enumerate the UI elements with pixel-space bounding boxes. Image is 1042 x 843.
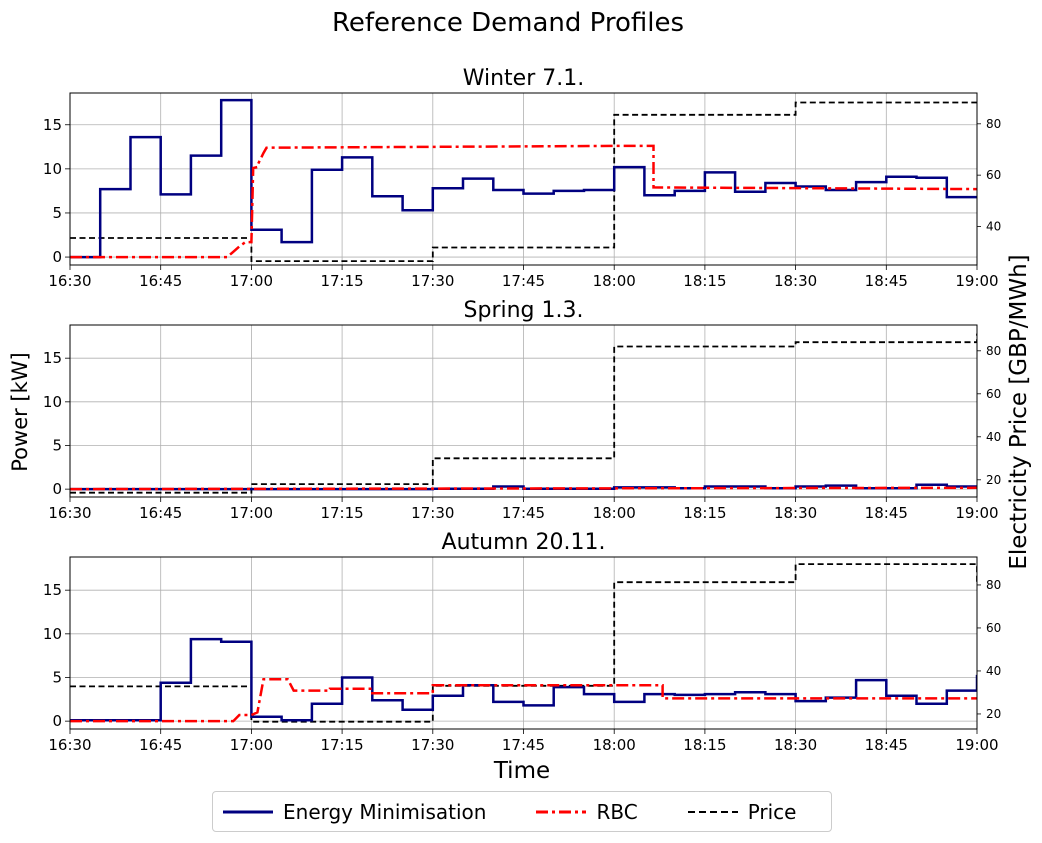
x-tick-label: 18:00 [593,736,636,754]
x-tick-label: 17:45 [502,272,545,290]
x-tick-label: 18:00 [593,272,636,290]
y-tick-label: 10 [43,160,62,178]
x-tick-label: 18:15 [683,272,726,290]
x-tick-label: 18:30 [774,736,817,754]
y2-tick-label: 80 [986,344,1001,358]
x-tick-label: 19:00 [955,272,998,290]
y2-tick-label: 20 [986,707,1001,721]
y-tick-label: 5 [52,436,62,454]
x-tick-label: 18:45 [865,504,908,522]
y-tick-label: 10 [43,393,62,411]
y2-tick-label: 60 [986,621,1001,635]
series-line-energy-minimisation [70,637,977,722]
x-tick-label: 19:00 [955,504,998,522]
legend: Energy Minimisation RBC Price [212,791,832,832]
series-line-rbc [70,677,977,723]
series-group [70,98,977,262]
y-axis-label-left: Power [kW] [8,352,32,471]
legend-item-rbc: RBC [536,799,638,824]
y-tick-label: 5 [52,204,62,222]
series-line-energy-minimisation [70,98,977,259]
subplot-title: Spring 1.3. [464,298,584,323]
x-tick-label: 17:15 [320,736,363,754]
y2-tick-label: 40 [986,664,1001,678]
x-tick-label: 17:45 [502,736,545,754]
y2-tick-label: 80 [986,117,1001,131]
legend-label: Energy Minimisation [283,799,487,824]
y-tick-label: 15 [43,581,62,599]
legend-swatch-dashed [687,810,738,813]
x-tick-label: 16:30 [48,272,91,290]
y-tick-label: 0 [52,712,62,730]
y-tick-label: 0 [52,480,62,498]
legend-swatch-dashdot [536,810,587,813]
x-tick-label: 16:30 [48,736,91,754]
series-line-rbc [70,486,977,491]
y2-tick-label: 60 [986,387,1001,401]
series-group [70,563,977,723]
plot-frame [69,556,978,730]
y-tick-label: 15 [43,349,62,367]
legend-swatch-solid [223,810,273,813]
x-tick-label: 17:15 [320,504,363,522]
x-axis-label: Time [493,758,550,784]
x-tick-label: 17:15 [320,272,363,290]
x-tick-label: 18:45 [865,736,908,754]
subplot-2: Spring 1.3. 16:30 16:45 17:00 17:15 17:30 17:4… [43,298,1001,522]
x-tick-label: 18:00 [593,504,636,522]
y-tick-label: 15 [43,116,62,134]
series-group [70,333,977,494]
y2-tick-label: 60 [986,168,1001,182]
subplot-title: Autumn 20.11. [442,530,606,555]
plot-frame [69,92,978,266]
x-tick-label: 18:30 [774,272,817,290]
subplot-3: Autumn 20.11. 16:30 16:45 17:00 17:15 17:30 17… [43,530,1001,754]
y2-tick-label: 80 [986,578,1001,592]
x-tick-label: 16:45 [139,272,182,290]
plot-frame [69,324,978,498]
series-line-rbc [70,144,977,259]
x-tick-label: 18:15 [683,504,726,522]
legend-label: RBC [596,799,638,824]
legend-item-energy-minimisation: Energy Minimisation [223,800,486,824]
x-tick-label: 17:00 [230,504,273,522]
y-tick-label: 0 [52,248,62,266]
x-tick-label: 19:00 [955,736,998,754]
y-tick-label: 10 [43,625,62,643]
x-tick-label: 16:30 [48,504,91,522]
x-tick-label: 17:00 [230,736,273,754]
y2-tick-label: 40 [986,219,1001,233]
x-tick-label: 18:30 [774,504,817,522]
x-tick-label: 16:45 [139,736,182,754]
legend-item-price: Price [687,799,797,824]
y-tick-label: 5 [52,668,62,686]
x-tick-label: 17:30 [411,504,454,522]
legend-label: Price [747,799,797,824]
x-tick-label: 18:45 [865,272,908,290]
series-line-price [70,333,977,494]
subplot-title: Winter 7.1. [463,66,585,91]
subplot-1: Winter 7.1. 16:30 16:45 17:00 17:15 17:30 17:4… [43,66,1001,290]
y-axis-label-right: Electricity Price [GBP/MWh] [1006,254,1032,569]
y2-tick-label: 20 [986,473,1001,487]
series-line-price [70,101,977,262]
y2-tick-label: 40 [986,430,1001,444]
suptitle: Reference Demand Profiles [332,8,684,38]
x-tick-label: 16:45 [139,504,182,522]
x-tick-label: 18:15 [683,736,726,754]
x-tick-label: 17:30 [411,736,454,754]
x-tick-label: 17:45 [502,504,545,522]
x-tick-label: 17:00 [230,272,273,290]
x-tick-label: 17:30 [411,272,454,290]
